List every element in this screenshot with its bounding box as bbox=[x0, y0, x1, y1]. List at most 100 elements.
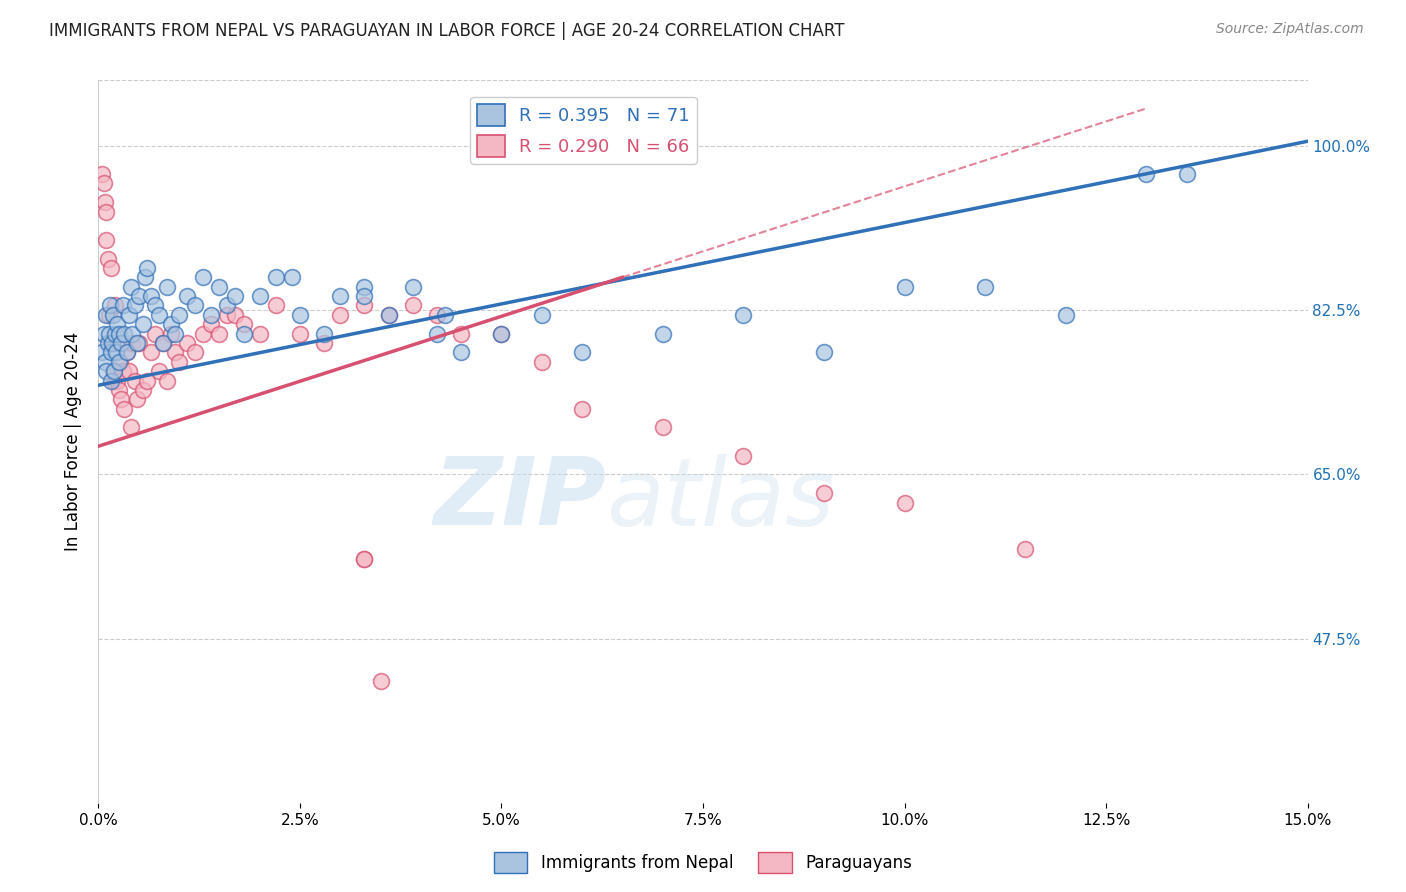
Point bbox=[232, 326, 254, 341]
Point bbox=[97, 326, 120, 341]
Point bbox=[105, 318, 128, 332]
Point bbox=[176, 336, 198, 351]
Point bbox=[101, 308, 124, 322]
Point bbox=[124, 298, 146, 312]
Point bbox=[733, 449, 755, 463]
Point bbox=[101, 336, 124, 351]
Point bbox=[1135, 167, 1157, 181]
Point bbox=[377, 308, 399, 322]
Point bbox=[167, 355, 190, 369]
Point bbox=[101, 364, 124, 378]
Point bbox=[193, 270, 215, 285]
Point bbox=[264, 270, 287, 285]
Point bbox=[1175, 167, 1198, 181]
Point bbox=[434, 308, 457, 322]
Point bbox=[112, 326, 135, 341]
Point bbox=[100, 345, 122, 359]
Point bbox=[110, 336, 132, 351]
Point bbox=[132, 383, 155, 397]
Point bbox=[100, 260, 122, 275]
Point bbox=[152, 336, 174, 351]
Point bbox=[281, 270, 304, 285]
Point bbox=[120, 279, 142, 293]
Point bbox=[148, 308, 170, 322]
Point bbox=[314, 326, 336, 341]
Point bbox=[651, 326, 673, 341]
Point bbox=[530, 308, 553, 322]
Point bbox=[353, 289, 375, 303]
Point bbox=[450, 326, 472, 341]
Point bbox=[143, 326, 166, 341]
Point bbox=[571, 345, 593, 359]
Point bbox=[143, 298, 166, 312]
Point bbox=[103, 298, 125, 312]
Point bbox=[128, 336, 150, 351]
Point bbox=[208, 279, 231, 293]
Point bbox=[139, 345, 162, 359]
Point bbox=[264, 298, 287, 312]
Point bbox=[132, 318, 155, 332]
Point bbox=[118, 308, 141, 322]
Point bbox=[107, 383, 129, 397]
Point bbox=[91, 345, 114, 359]
Point bbox=[893, 495, 915, 509]
Point bbox=[450, 345, 472, 359]
Point bbox=[353, 279, 375, 293]
Point bbox=[93, 326, 115, 341]
Point bbox=[176, 289, 198, 303]
Point bbox=[813, 345, 835, 359]
Point bbox=[105, 345, 128, 359]
Point bbox=[96, 204, 118, 219]
Point bbox=[135, 260, 157, 275]
Point bbox=[184, 345, 207, 359]
Point bbox=[134, 270, 156, 285]
Text: Source: ZipAtlas.com: Source: ZipAtlas.com bbox=[1216, 22, 1364, 37]
Point bbox=[193, 326, 215, 341]
Point bbox=[110, 392, 132, 407]
Point bbox=[184, 298, 207, 312]
Point bbox=[1014, 542, 1036, 557]
Point bbox=[651, 420, 673, 434]
Point bbox=[127, 392, 149, 407]
Point bbox=[97, 308, 120, 322]
Point bbox=[353, 551, 375, 566]
Point bbox=[111, 298, 134, 312]
Point bbox=[101, 336, 124, 351]
Point bbox=[200, 318, 222, 332]
Point bbox=[813, 486, 835, 500]
Text: atlas: atlas bbox=[606, 454, 835, 545]
Point bbox=[98, 298, 121, 312]
Point bbox=[91, 167, 114, 181]
Point bbox=[974, 279, 997, 293]
Point bbox=[120, 420, 142, 434]
Legend: Immigrants from Nepal, Paraguayans: Immigrants from Nepal, Paraguayans bbox=[488, 846, 918, 880]
Point bbox=[426, 326, 449, 341]
Point bbox=[163, 326, 186, 341]
Text: IMMIGRANTS FROM NEPAL VS PARAGUAYAN IN LABOR FORCE | AGE 20-24 CORRELATION CHART: IMMIGRANTS FROM NEPAL VS PARAGUAYAN IN L… bbox=[49, 22, 845, 40]
Point bbox=[329, 289, 352, 303]
Point bbox=[115, 345, 138, 359]
Point bbox=[370, 673, 392, 688]
Point bbox=[96, 308, 118, 322]
Point bbox=[93, 177, 115, 191]
Point bbox=[100, 336, 122, 351]
Point bbox=[156, 374, 179, 388]
Point bbox=[426, 308, 449, 322]
Point bbox=[105, 374, 128, 388]
Point bbox=[288, 308, 311, 322]
Point bbox=[100, 374, 122, 388]
Point bbox=[103, 374, 125, 388]
Point bbox=[200, 308, 222, 322]
Point bbox=[94, 195, 117, 210]
Point bbox=[121, 326, 143, 341]
Point bbox=[217, 298, 239, 312]
Point bbox=[249, 289, 271, 303]
Point bbox=[530, 355, 553, 369]
Point bbox=[103, 326, 125, 341]
Point bbox=[112, 401, 135, 416]
Point bbox=[96, 364, 118, 378]
Point bbox=[353, 551, 375, 566]
Point bbox=[232, 318, 254, 332]
Point bbox=[108, 326, 131, 341]
Legend: R = 0.395   N = 71, R = 0.290   N = 66: R = 0.395 N = 71, R = 0.290 N = 66 bbox=[470, 96, 697, 164]
